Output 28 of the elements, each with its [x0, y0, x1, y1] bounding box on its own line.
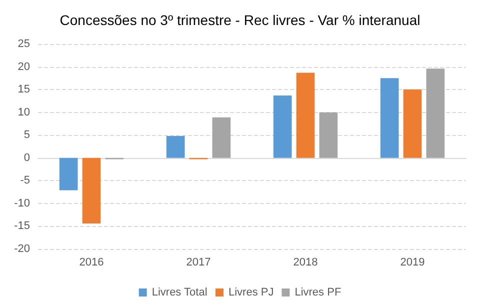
bar — [426, 68, 445, 158]
x-tick-label: 2016 — [79, 256, 104, 268]
y-tick-label: 0 — [24, 152, 30, 164]
bar — [319, 112, 338, 158]
bar — [380, 78, 399, 158]
y-tick-label: 15 — [18, 84, 30, 96]
y-tick-label: 10 — [18, 106, 30, 118]
x-tick-label: 2018 — [293, 256, 318, 268]
y-tick-label: -15 — [14, 220, 30, 232]
y-tick-label: -10 — [14, 197, 30, 210]
y-tick-label: 25 — [18, 38, 30, 50]
y-tick-label: 20 — [18, 60, 30, 73]
bar — [82, 158, 101, 224]
bar — [403, 90, 422, 158]
chart-title: Concessões no 3º trimestre - Rec livres - Var % interanual — [60, 12, 420, 28]
bar — [212, 117, 231, 158]
x-tick-label: 2019 — [400, 256, 425, 268]
legend-label: Livres Total — [152, 286, 208, 298]
bar — [166, 136, 185, 158]
y-tick-label: -20 — [14, 243, 30, 255]
bar — [273, 95, 292, 158]
x-tick-label: 2017 — [186, 256, 211, 268]
y-tick-label: -5 — [20, 174, 30, 187]
y-tick-label: 5 — [24, 129, 30, 142]
bar — [296, 72, 315, 158]
legend-label: Livres PJ — [228, 286, 274, 298]
legend-label: Livres PF — [294, 286, 342, 298]
bar — [59, 158, 78, 190]
